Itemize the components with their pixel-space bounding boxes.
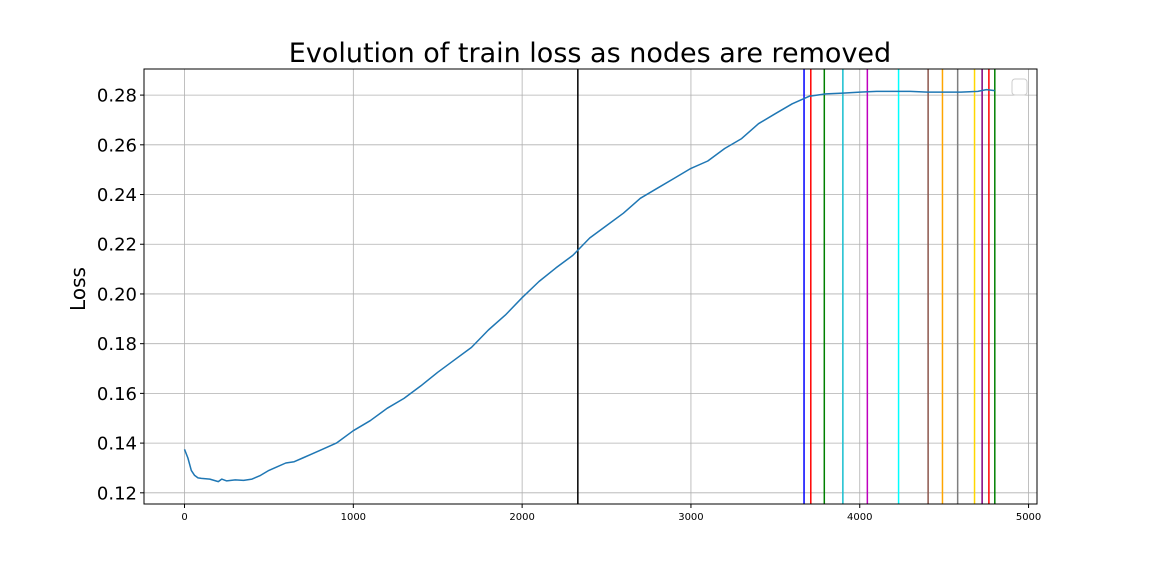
y-tick-label: 0.28: [97, 86, 137, 107]
x-tick-label: 0: [181, 512, 187, 523]
y-axis-label: Loss: [66, 267, 90, 311]
y-axis: 0.12 0.14 0.16 0.18 0.20 0.22 0.24 0.26 0.28: [97, 86, 144, 504]
x-tick-label: 4000: [847, 512, 872, 523]
y-tick-label: 0.18: [97, 334, 137, 355]
y-tick-label: 0.16: [97, 384, 137, 405]
y-tick-label: 0.20: [97, 284, 137, 305]
loss-line: [183, 88, 995, 483]
y-tick-label: 0.14: [97, 434, 137, 455]
x-axis: 0 1000 2000 3000 4000 5000: [181, 504, 1041, 523]
x-tick-label: 3000: [678, 512, 703, 523]
series-group: [183, 88, 995, 483]
chart-title: Evolution of train loss as nodes are rem…: [289, 38, 891, 69]
y-tick-label: 0.22: [97, 235, 137, 256]
y-tick-label: 0.12: [97, 483, 137, 504]
x-tick-label: 2000: [509, 512, 534, 523]
grid-lines: [144, 69, 1037, 504]
y-tick-label: 0.26: [97, 135, 137, 156]
legend-box: [1011, 78, 1028, 96]
node-removal-lines: [577, 69, 996, 504]
x-tick-label: 1000: [341, 512, 366, 523]
y-tick-label: 0.24: [97, 185, 137, 206]
plot-frame: [143, 68, 1038, 505]
x-tick-label: 5000: [1016, 512, 1041, 523]
